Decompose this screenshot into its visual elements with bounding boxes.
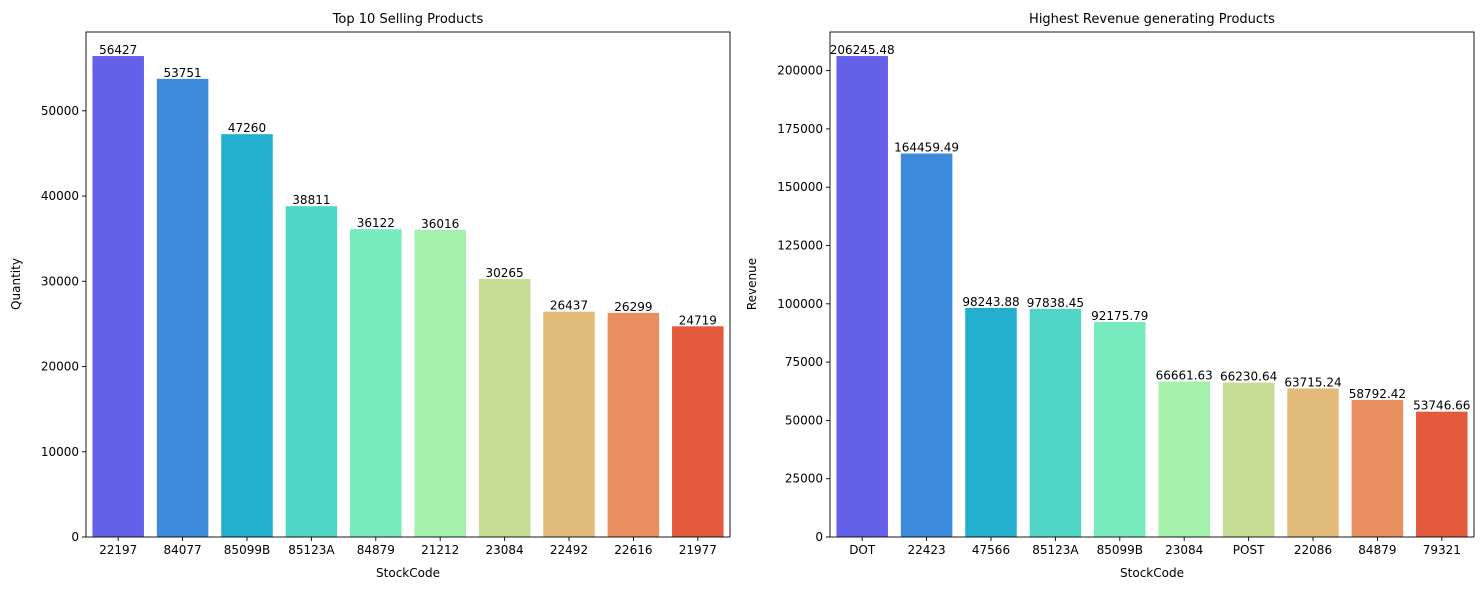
y-tick-label: 50000 bbox=[41, 104, 79, 118]
chart-title: Highest Revenue generating Products bbox=[1029, 12, 1275, 27]
x-tick-label: 47566 bbox=[972, 543, 1010, 557]
axes-frame bbox=[829, 31, 1475, 538]
x-tick-label: 22492 bbox=[550, 543, 588, 557]
x-ticks-group: DOT 22423 47566 85123A 85099B 23084 POST 22086 8… bbox=[849, 537, 1461, 557]
x-tick-label: 23084 bbox=[1165, 543, 1203, 557]
bar-22423 bbox=[900, 153, 953, 537]
x-tick-label: 85123A bbox=[1032, 543, 1079, 557]
data-labels-group: 56427 53751 47260 38811 36122 36016 30265 26437… bbox=[99, 43, 717, 327]
y-tick-label: 200000 bbox=[777, 64, 823, 78]
x-tick-label: 84879 bbox=[1358, 543, 1396, 557]
data-label: 97838.45 bbox=[1027, 296, 1084, 310]
x-axis-label: StockCode bbox=[1120, 566, 1184, 580]
bar-22616 bbox=[607, 312, 660, 537]
y-tick-label: 20000 bbox=[41, 360, 79, 374]
x-tick-label: 79321 bbox=[1423, 543, 1461, 557]
bar-21212 bbox=[414, 230, 466, 537]
data-label: 58792.42 bbox=[1349, 387, 1406, 401]
x-ticks-group: 22197 84077 85099B 85123A 84879 21212 23084 224… bbox=[99, 537, 717, 557]
data-label: 63715.24 bbox=[1284, 375, 1341, 389]
x-tick-label: 84077 bbox=[164, 543, 202, 557]
bar-85099B bbox=[221, 134, 273, 537]
data-label: 164459.49 bbox=[894, 140, 959, 154]
data-label: 56427 bbox=[99, 43, 137, 57]
data-label: 98243.88 bbox=[962, 295, 1019, 309]
bar-23084 bbox=[1158, 381, 1210, 537]
data-label: 30265 bbox=[486, 266, 524, 280]
x-tick-label: 22616 bbox=[614, 543, 652, 557]
y-tick-label: 75000 bbox=[785, 355, 823, 369]
bar-85123A bbox=[1029, 308, 1082, 537]
y-ticks-group: 0 10000 20000 30000 40000 50000 bbox=[41, 104, 86, 544]
y-axis-label: Quantity bbox=[9, 258, 23, 310]
y-tick-label: 0 bbox=[71, 530, 79, 544]
bar-84077 bbox=[156, 78, 209, 538]
chart-top-selling: Top 10 Selling Products 56427 53751 47260 3… bbox=[9, 12, 731, 580]
x-tick-label: 85099B bbox=[224, 543, 270, 557]
data-label: 36122 bbox=[357, 216, 395, 230]
x-tick-label: POST bbox=[1233, 543, 1265, 557]
bar-21977 bbox=[672, 326, 724, 537]
y-tick-label: 0 bbox=[815, 530, 823, 544]
bar-22492 bbox=[543, 311, 595, 537]
y-tick-label: 25000 bbox=[785, 472, 823, 486]
y-tick-label: 100000 bbox=[777, 297, 823, 311]
data-label: 38811 bbox=[292, 193, 330, 207]
data-label: 24719 bbox=[679, 313, 717, 327]
x-tick-label: 21212 bbox=[421, 543, 459, 557]
x-tick-label: 23084 bbox=[486, 543, 524, 557]
y-axis-label: Revenue bbox=[745, 258, 759, 310]
x-tick-label: 21977 bbox=[679, 543, 717, 557]
bars-group bbox=[836, 56, 1468, 538]
y-tick-label: 125000 bbox=[777, 239, 823, 253]
data-label: 53751 bbox=[164, 66, 202, 80]
data-label: 26299 bbox=[614, 300, 652, 314]
bar-85099B bbox=[1094, 322, 1146, 537]
bars-group bbox=[92, 56, 724, 538]
y-tick-label: 10000 bbox=[41, 445, 79, 459]
x-tick-label: 22423 bbox=[908, 543, 946, 557]
y-tick-label: 30000 bbox=[41, 274, 79, 288]
y-tick-label: 50000 bbox=[785, 413, 823, 427]
data-labels-group: 206245.48 164459.49 98243.88 97838.45 92175.… bbox=[830, 43, 1471, 413]
x-tick-label: 22197 bbox=[99, 543, 137, 557]
x-tick-label: 22086 bbox=[1294, 543, 1332, 557]
chart-highest-revenue: Highest Revenue generating Products 2062… bbox=[745, 12, 1475, 580]
bar-POST bbox=[1222, 382, 1275, 537]
x-tick-label: 85099B bbox=[1097, 543, 1143, 557]
bar-47566 bbox=[965, 307, 1017, 537]
chart-title: Top 10 Selling Products bbox=[332, 12, 484, 27]
bar-84879 bbox=[350, 229, 402, 538]
bar-22197 bbox=[92, 56, 144, 538]
data-label: 206245.48 bbox=[830, 43, 895, 57]
x-tick-label: DOT bbox=[849, 543, 876, 557]
y-tick-label: 150000 bbox=[777, 180, 823, 194]
bar-79321 bbox=[1416, 411, 1468, 537]
y-tick-label: 40000 bbox=[41, 189, 79, 203]
y-ticks-group: 0 25000 50000 75000 100000 125000 150000 175000… bbox=[777, 64, 830, 544]
axes-frame bbox=[85, 31, 731, 538]
data-label: 47260 bbox=[228, 121, 266, 135]
data-label: 26437 bbox=[550, 299, 588, 313]
x-axis-label: StockCode bbox=[376, 566, 440, 580]
data-label: 66661.63 bbox=[1156, 369, 1213, 383]
bar-DOT bbox=[836, 56, 888, 538]
bar-84879 bbox=[1351, 399, 1404, 537]
data-label: 36016 bbox=[421, 217, 459, 231]
bar-85123A bbox=[285, 206, 338, 538]
bar-23084 bbox=[478, 279, 531, 537]
y-tick-label: 175000 bbox=[777, 122, 823, 136]
data-label: 66230.64 bbox=[1220, 370, 1277, 384]
data-label: 92175.79 bbox=[1091, 309, 1148, 323]
data-label: 53746.66 bbox=[1413, 399, 1470, 413]
x-tick-label: 84879 bbox=[357, 543, 395, 557]
bar-22086 bbox=[1287, 388, 1339, 537]
x-tick-label: 85123A bbox=[288, 543, 335, 557]
